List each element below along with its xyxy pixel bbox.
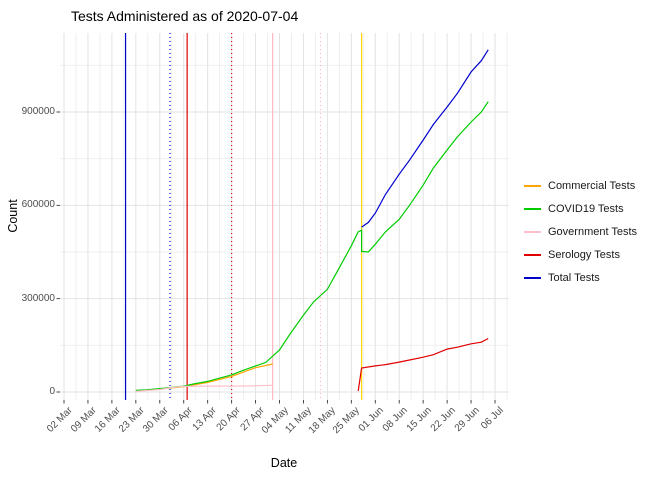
- series-lines: [135, 49, 489, 392]
- legend: Commercial Tests COVID19 Tests Governmen…: [524, 174, 637, 289]
- legend-label: Commercial Tests: [548, 179, 636, 192]
- series-line-government-tests: [135, 384, 273, 392]
- legend-key-line-icon: [524, 276, 541, 279]
- y-tick-label: 900000: [21, 106, 55, 117]
- legend-item-covid19-tests: COVID19 Tests: [524, 197, 637, 220]
- legend-label: Government Tests: [548, 225, 638, 238]
- major-gridlines: [60, 33, 509, 400]
- legend-label: Total Tests: [548, 271, 600, 284]
- legend-key-line-icon: [524, 184, 541, 187]
- legend-key-line-icon: [524, 207, 541, 210]
- legend-key-line-icon: [524, 253, 541, 256]
- y-tick-label: 0: [49, 386, 55, 397]
- series-line-commercial-tests: [135, 363, 273, 392]
- vertical-reference-lines: [124, 33, 363, 400]
- legend-item-government-tests: Government Tests: [524, 220, 637, 243]
- series-line-covid19-tests: [135, 101, 489, 391]
- legend-label: COVID19 Tests: [548, 202, 624, 215]
- x-axis-title: Date: [270, 456, 298, 470]
- minor-gridlines: [60, 33, 509, 400]
- legend-key-line-icon: [524, 230, 541, 233]
- legend-item-total-tests: Total Tests: [524, 266, 637, 289]
- legend-item-commercial-tests: Commercial Tests: [524, 174, 637, 197]
- series-line-serology-tests: [357, 337, 489, 392]
- y-tick-label: 600000: [21, 199, 55, 211]
- series-line-total-tests: [361, 49, 489, 228]
- legend-label: Serology Tests: [548, 248, 620, 261]
- chart-title: Tests Administered as of 2020-07-04: [71, 8, 299, 24]
- axis-tick-marks: [56, 111, 496, 404]
- legend-item-serology-tests: Serology Tests: [524, 243, 637, 266]
- y-tick-label: 300000: [21, 292, 55, 304]
